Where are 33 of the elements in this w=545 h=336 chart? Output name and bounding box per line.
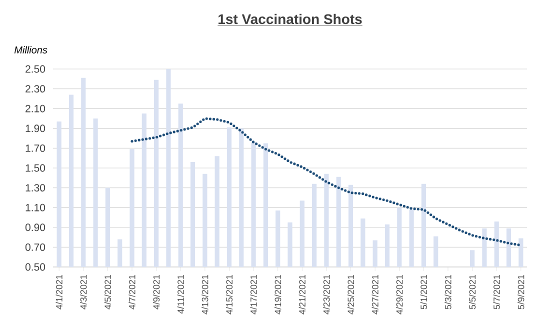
y-tick-label: 1.70 xyxy=(26,144,46,152)
y-tick-label: 1.30 xyxy=(26,184,46,192)
y-tick-label: 0.90 xyxy=(25,224,46,232)
x-tick-label: 4/15/2021 xyxy=(226,274,233,314)
x-tick-label: 4/29/2021 xyxy=(396,274,403,314)
y-tick-label: 2.10 xyxy=(26,104,46,112)
y-axis-title: Millions xyxy=(14,46,48,54)
x-tick-label: 4/23/2021 xyxy=(323,274,330,314)
x-tick-label: 5/3/2021 xyxy=(444,274,452,310)
x-tick-label: 5/1/2021 xyxy=(420,274,428,310)
x-tick-label: 5/7/2021 xyxy=(493,274,500,310)
x-tick-label: 4/5/2021 xyxy=(104,274,112,310)
x-tick-label: 4/17/2021 xyxy=(250,274,257,314)
x-tick-label: 4/9/2021 xyxy=(153,274,160,310)
x-tick-label: 4/13/2021 xyxy=(202,274,208,314)
x-tick-label: 5/9/2021 xyxy=(518,274,524,310)
x-tick-label: 4/1/2021 xyxy=(56,274,62,310)
x-tick-label: 4/11/2021 xyxy=(177,274,184,314)
x-tick-label: 4/19/2021 xyxy=(274,274,282,314)
x-tick-label: 4/27/2021 xyxy=(372,274,378,314)
y-tick-label: 1.50 xyxy=(26,164,46,172)
x-tick-label: 4/7/2021 xyxy=(128,274,136,310)
x-tick-label: 4/3/2021 xyxy=(80,274,87,310)
chart-title: 1st Vaccination Shots xyxy=(218,14,362,24)
y-tick-label: 2.30 xyxy=(26,85,46,93)
x-tick-label: 5/5/2021 xyxy=(469,274,476,310)
y-tick-label: 0.50 xyxy=(25,263,46,271)
y-tick-label: 1.90 xyxy=(26,124,46,132)
x-tick-label: 4/21/2021 xyxy=(298,274,306,314)
x-tick-label: 4/25/2021 xyxy=(347,274,354,314)
y-tick-label: 2.50 xyxy=(26,65,46,73)
y-tick-label: 1.10 xyxy=(26,204,46,212)
y-tick-label: 0.70 xyxy=(25,243,46,251)
